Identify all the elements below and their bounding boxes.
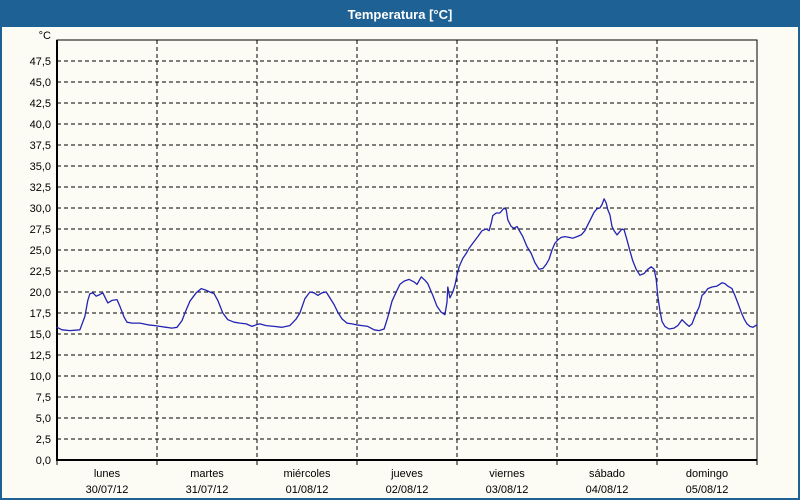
y-tick-label: 10,0 [30,371,51,383]
temperature-line [56,198,758,332]
chart-title-bar: Temperatura [°C] [2,2,798,27]
temperature-chart: 0,0 2,5 5,0 7,5 10,0 12,5 15,0 17,5 20,0 22,5 25,0… [30,30,758,496]
y-tick-label: 42,5 [30,98,51,110]
y-tick-label: 20,0 [30,287,51,299]
y-tick-label: 25,0 [30,245,51,257]
y-tick-label: 2,5 [36,434,51,446]
day-date-label: 05/08/12 [686,484,729,496]
y-tick-label: 5,0 [36,413,51,425]
day-name-label: domingo [686,468,728,480]
y-tick-label: 17,5 [30,308,51,320]
y-tick-label: 15,0 [30,329,51,341]
chart-title: Temperatura [°C] [347,7,453,22]
y-tick-label: 40,0 [30,119,51,131]
day-name-label: jueves [390,468,423,480]
day-name-label: sábado [589,468,625,480]
y-tick-label: 30,0 [30,203,51,215]
y-tick-label: 45,0 [30,77,51,89]
day-date-label: 31/07/12 [186,484,229,496]
y-tick-label: 0,0 [36,455,51,467]
y-tick-label: 12,5 [30,350,51,362]
y-tick-label: 37,5 [30,140,51,152]
day-date-label: 02/08/12 [386,484,429,496]
y-tick-label: 47,5 [30,56,51,68]
chart-area: 0,0 2,5 5,0 7,5 10,0 12,5 15,0 17,5 20,0 22,5 25,0… [2,27,798,498]
day-name-label: martes [190,468,224,480]
y-tick-label: 32,5 [30,182,51,194]
y-tick-label: 7,5 [36,392,51,404]
day-name-label: miércoles [283,468,331,480]
day-date-label: 03/08/12 [486,484,529,496]
y-tick-label: 35,0 [30,161,51,173]
day-name-label: viernes [489,468,525,480]
day-date-label: 04/08/12 [586,484,629,496]
y-axis-unit-label: °C [39,30,51,42]
day-name-label: lunes [94,468,121,480]
day-date-label: 30/07/12 [86,484,129,496]
day-date-label: 01/08/12 [286,484,329,496]
y-tick-label: 22,5 [30,266,51,278]
y-tick-label: 27,5 [30,224,51,236]
